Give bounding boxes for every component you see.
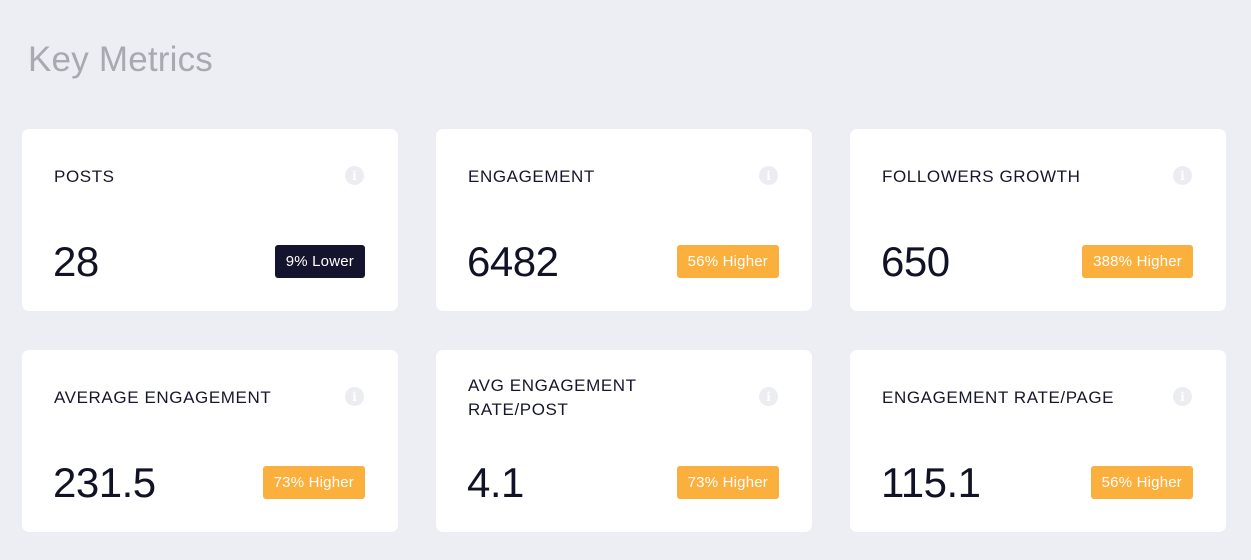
metric-value: 28 [53, 238, 99, 285]
metrics-grid: POSTS i 28 9% Lower ENGAGEMENT i 6482 56… [22, 129, 1227, 532]
metric-card-engagement-rate-page: ENGAGEMENT RATE/PAGE i 115.1 56% Higher [850, 350, 1226, 532]
info-icon[interactable]: i [759, 166, 778, 185]
metric-card-engagement: ENGAGEMENT i 6482 56% Higher [436, 129, 812, 311]
comparison-badge: 73% Higher [262, 466, 365, 499]
info-icon[interactable]: i [1173, 387, 1192, 406]
info-icon[interactable]: i [759, 387, 778, 406]
comparison-badge: 9% Lower [274, 245, 365, 278]
metric-card-average-engagement: AVERAGE ENGAGEMENT i 231.5 73% Higher [22, 350, 398, 532]
metric-card-posts: POSTS i 28 9% Lower [22, 129, 398, 311]
metric-value: 231.5 [53, 459, 156, 506]
info-icon[interactable]: i [1173, 166, 1192, 185]
metric-value: 650 [881, 238, 950, 285]
comparison-badge: 56% Higher [1090, 466, 1193, 499]
metric-label: AVERAGE ENGAGEMENT [54, 388, 272, 407]
comparison-badge: 56% Higher [676, 245, 779, 278]
metric-label: ENGAGEMENT RATE/PAGE [882, 388, 1115, 407]
comparison-badge: 388% Higher [1082, 245, 1193, 278]
info-icon[interactable]: i [345, 387, 364, 406]
metric-value: 4.1 [467, 459, 524, 506]
comparison-badge: 73% Higher [676, 466, 779, 499]
metric-label: POSTS [54, 167, 115, 186]
metric-card-followers-growth: FOLLOWERS GROWTH i 650 388% Higher [850, 129, 1226, 311]
metric-card-avg-engagement-rate-post: AVG ENGAGEMENT RATE/POST i 4.1 73% Highe… [436, 350, 812, 532]
metric-value: 6482 [467, 238, 559, 285]
metric-label: FOLLOWERS GROWTH [882, 167, 1081, 186]
metric-label: ENGAGEMENT [468, 167, 595, 186]
metric-value: 115.1 [881, 459, 981, 506]
metric-label: AVG ENGAGEMENT RATE/POST [468, 376, 637, 419]
info-icon[interactable]: i [345, 166, 364, 185]
section-title: Key Metrics [28, 40, 214, 79]
